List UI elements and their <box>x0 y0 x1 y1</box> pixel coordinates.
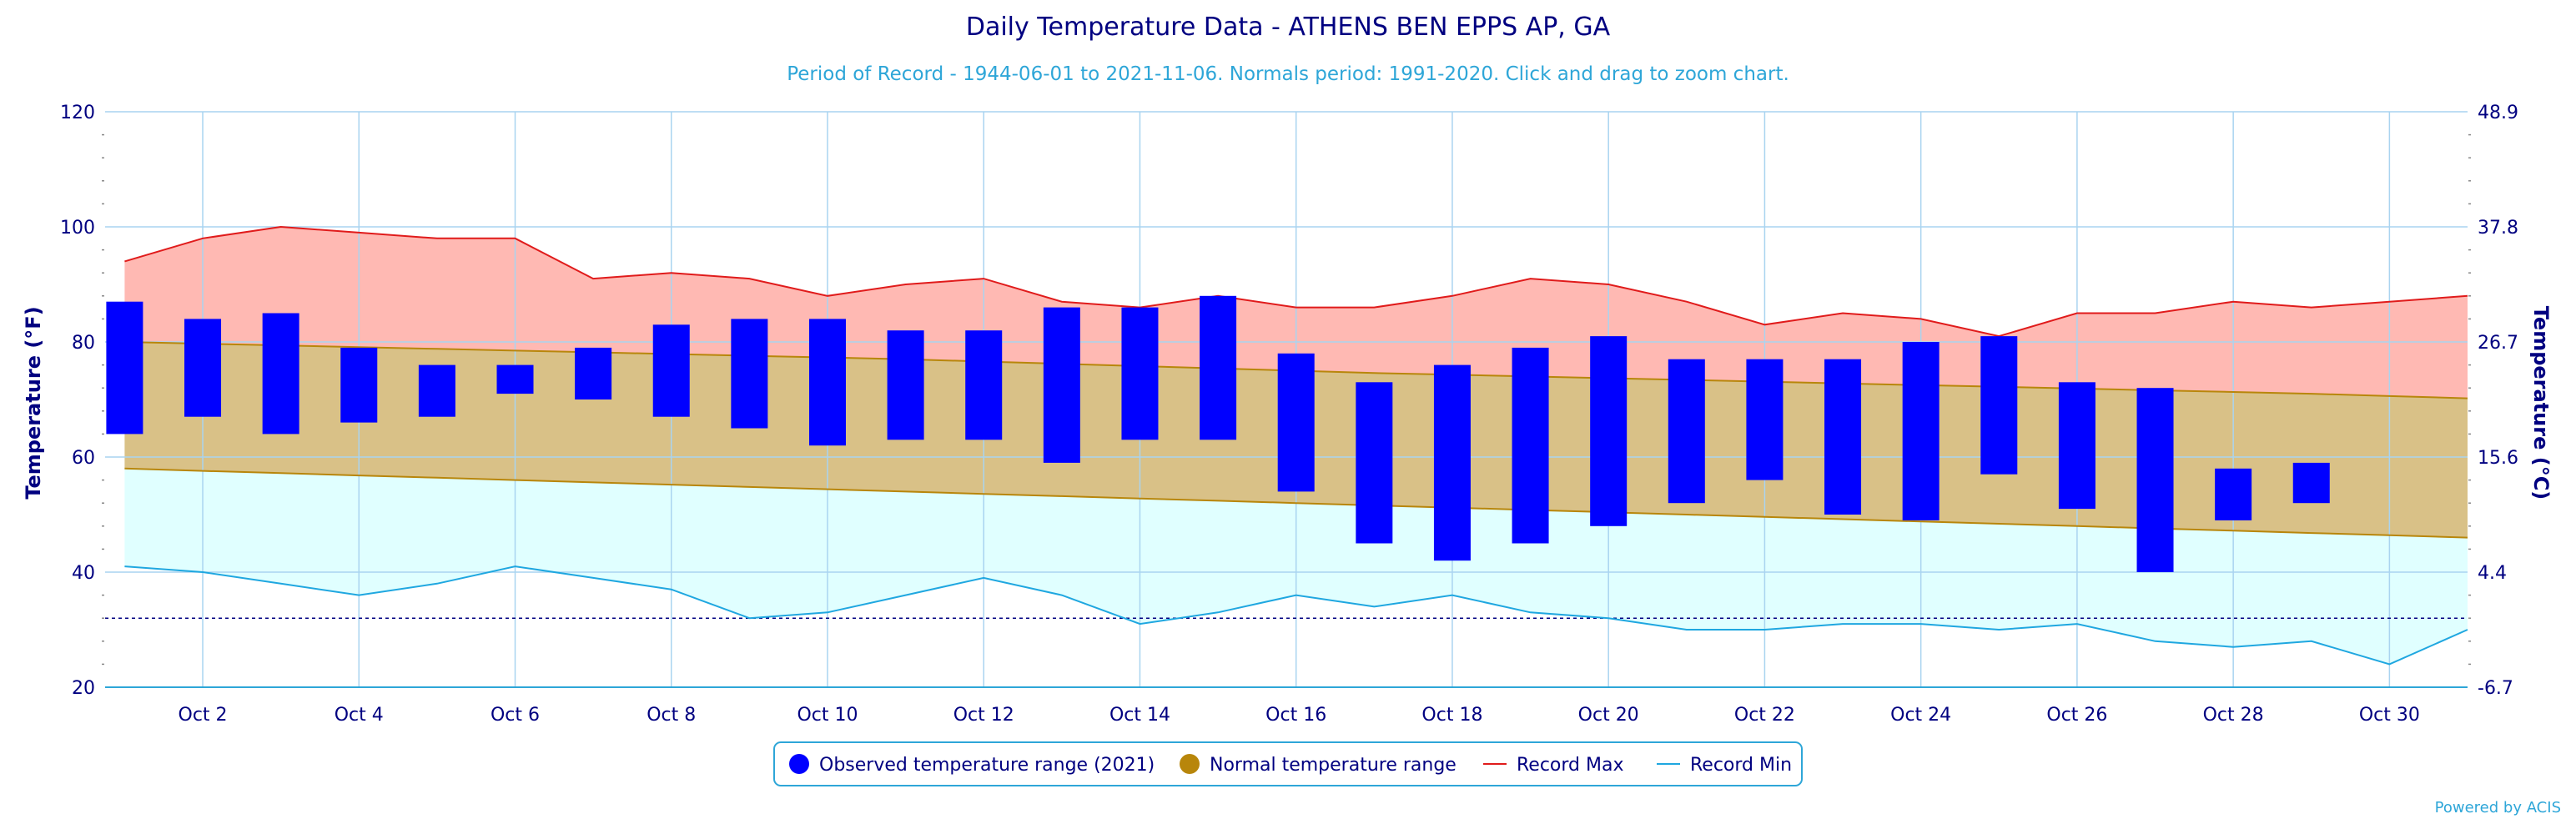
x-tick-label: Oct 12 <box>953 705 1014 726</box>
legend-item-normal[interactable]: Normal temperature range <box>1180 754 1457 776</box>
observed-range-bar[interactable] <box>418 364 455 417</box>
axes-layer: 20 -6.7 40 4.4 60 15.6 80 26.7 100 37.8 120 48.9 Oct… <box>60 103 2518 726</box>
x-tick-label: Oct 2 <box>179 705 228 726</box>
y-tick-label-right: 26.7 <box>2478 333 2518 354</box>
observed-range-bar[interactable] <box>1043 307 1080 463</box>
legend-observed-marker-icon <box>789 754 809 774</box>
y-tick-label-left: 120 <box>60 103 95 123</box>
observed-range-bar[interactable] <box>965 330 1003 440</box>
x-tick-label: Oct 28 <box>2203 705 2264 726</box>
y-tick-label-left: 80 <box>72 333 95 354</box>
legend-normal-marker-icon <box>1180 754 1200 774</box>
observed-range-bar[interactable] <box>106 301 143 435</box>
observed-range-bar[interactable] <box>1590 336 1628 526</box>
legend-item-observed[interactable]: Observed temperature range (2021) <box>789 754 1155 776</box>
chart-subtitle: Period of Record - 1944-06-01 to 2021-11… <box>787 63 1789 85</box>
observed-range-bar[interactable] <box>652 324 690 417</box>
y-axis-title-left: Temperature (°F) <box>22 306 45 499</box>
observed-range-bar[interactable] <box>1512 347 1549 544</box>
legend-item-record-max[interactable]: Record Max <box>1483 755 1624 776</box>
x-tick-label: Oct 30 <box>2359 705 2420 726</box>
y-tick-label-left: 60 <box>72 448 95 469</box>
observed-range-bar[interactable] <box>575 347 612 399</box>
observed-range-bar[interactable] <box>496 364 534 394</box>
observed-range-bar[interactable] <box>1746 359 1784 480</box>
credit-link[interactable]: Powered by ACIS <box>2435 799 2561 816</box>
y-tick-label-left: 100 <box>60 218 95 239</box>
legend-observed-label: Observed temperature range (2021) <box>819 755 1155 776</box>
normal-low-line <box>124 467 2468 539</box>
x-tick-label: Oct 8 <box>647 705 696 726</box>
y-axis-title-right: Temperature (°C) <box>2529 306 2553 500</box>
chart-title: Daily Temperature Data - ATHENS BEN EPPS… <box>966 13 1611 42</box>
observed-range-bar[interactable] <box>1980 336 2018 475</box>
legend-record-max-label: Record Max <box>1517 755 1624 776</box>
observed-range-bar[interactable] <box>2215 468 2252 520</box>
legend-normal-label: Normal temperature range <box>1210 755 1457 776</box>
y-tick-label-right: 48.9 <box>2478 103 2518 123</box>
legend-record-min-label: Record Min <box>1690 755 1792 776</box>
observed-range-bar[interactable] <box>731 319 768 429</box>
y-tick-label-right: 37.8 <box>2478 218 2518 239</box>
y-tick-label-right: -6.7 <box>2478 678 2513 699</box>
x-tick-label: Oct 6 <box>491 705 540 726</box>
x-tick-label: Oct 20 <box>1578 705 1639 726</box>
observed-range-bar[interactable] <box>1277 353 1315 492</box>
x-tick-label: Oct 24 <box>1890 705 1951 726</box>
observed-range-bar[interactable] <box>1668 359 1705 504</box>
observed-range-bar[interactable] <box>1433 364 1471 561</box>
x-tick-label: Oct 10 <box>797 705 858 726</box>
record-min-line <box>124 565 2468 666</box>
observed-range-bar[interactable] <box>1356 382 1393 544</box>
legend: Observed temperature range (2021) Normal… <box>773 741 1803 786</box>
x-tick-label: Oct 16 <box>1265 705 1326 726</box>
x-tick-label: Oct 14 <box>1109 705 1170 726</box>
observed-range-bar[interactable] <box>2136 388 2174 572</box>
y-tick-label-right: 15.6 <box>2478 448 2518 469</box>
observed-range-bar[interactable] <box>340 347 378 423</box>
y-tick-label-left: 40 <box>72 563 95 584</box>
observed-range-bar[interactable] <box>1902 342 1940 520</box>
observed-range-bar[interactable] <box>808 319 846 446</box>
x-tick-label: Oct 4 <box>335 705 384 726</box>
y-tick-label-right: 4.4 <box>2478 563 2507 584</box>
x-tick-label: Oct 18 <box>1421 705 1482 726</box>
observed-range-bar[interactable] <box>2058 382 2096 510</box>
legend-box <box>773 741 1803 786</box>
y-tick-label-left: 20 <box>72 678 95 699</box>
observed-range-bar[interactable] <box>2292 462 2330 504</box>
observed-bars-layer[interactable] <box>106 295 2330 572</box>
observed-range-bar[interactable] <box>1200 295 1237 440</box>
observed-range-bar[interactable] <box>262 313 299 435</box>
x-tick-label: Oct 22 <box>1734 705 1795 726</box>
x-tick-label: Oct 26 <box>2046 705 2107 726</box>
legend-item-record-min[interactable]: Record Min <box>1657 755 1792 776</box>
observed-range-bar[interactable] <box>1824 359 1862 515</box>
observed-range-bar[interactable] <box>1121 307 1159 440</box>
observed-range-bar[interactable] <box>184 319 222 417</box>
record-max-line <box>124 225 2468 338</box>
observed-range-bar[interactable] <box>887 330 924 440</box>
